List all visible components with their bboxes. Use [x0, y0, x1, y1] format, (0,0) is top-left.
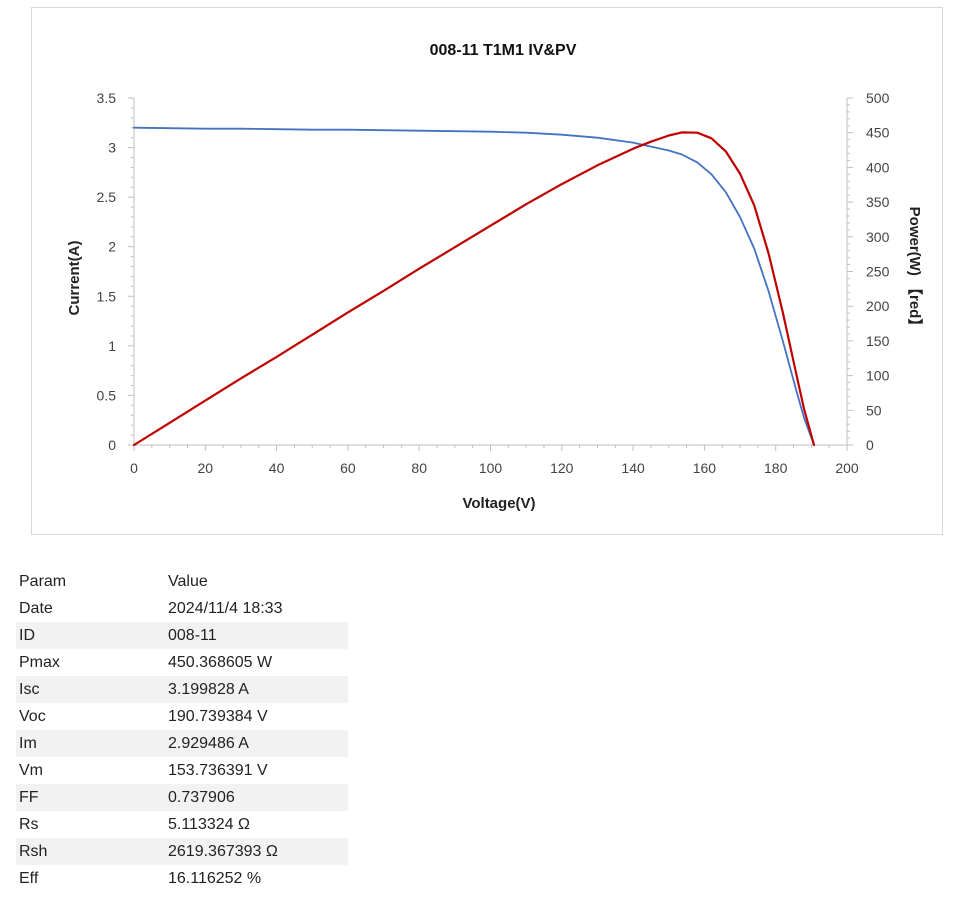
- y2-tick-label: 200: [866, 298, 890, 314]
- value-cell: 5.113324 Ω: [168, 815, 250, 833]
- value-cell: 008-11: [165, 622, 348, 649]
- value-cell: 190.739384 V: [168, 707, 268, 725]
- y-tick-label: 0.5: [97, 387, 117, 403]
- y-tick-label: 2.5: [97, 189, 117, 205]
- x-tick-label: 180: [764, 460, 788, 476]
- x-tick-label: 40: [269, 460, 285, 476]
- y2-tick-label: 0: [866, 437, 874, 453]
- x-tick-label: 120: [550, 460, 574, 476]
- power-curve: [132, 131, 816, 447]
- value-cell: 2024/11/4 18:33: [168, 599, 283, 617]
- table-row: Pmax 450.368605 W: [16, 649, 348, 676]
- x-tick-label: 80: [411, 460, 427, 476]
- x-tick-label: 200: [835, 460, 859, 476]
- param-cell: Vm: [19, 761, 43, 779]
- parameters-table: Param Value Date 2024/11/4 18:33 ID 008-11 Pma…: [16, 568, 348, 892]
- current-curve: [133, 126, 815, 446]
- value-cell: 3.199828 A: [165, 676, 348, 703]
- table-row: Isc 3.199828 A: [16, 676, 348, 703]
- y-tick-label: 3.5: [97, 90, 117, 106]
- value-cell: 0.737906: [165, 784, 348, 811]
- table-row: Im 2.929486 A: [16, 730, 348, 757]
- table-row: FF 0.737906: [16, 784, 348, 811]
- table-row: Voc 190.739384 V: [16, 703, 348, 730]
- y2-tick-label: 50: [866, 402, 882, 418]
- y-tick-label: 1.5: [97, 288, 117, 304]
- param-cell: Date: [19, 599, 53, 617]
- y2-tick-label: 400: [866, 159, 890, 175]
- value-header: Value: [168, 572, 208, 590]
- value-cell: 16.116252 %: [168, 869, 262, 887]
- y-tick-label: 0: [108, 437, 116, 453]
- param-cell: Im: [16, 730, 165, 757]
- y2-tick-label: 300: [866, 229, 890, 245]
- y2-tick-label: 450: [866, 125, 890, 141]
- iv-pv-chart: 008-11 T1M1 IV&PV 0 20 40 60 80 100 120 140 160 1…: [66, 42, 924, 512]
- param-cell: Rs: [19, 815, 39, 833]
- param-cell: Rsh: [16, 838, 165, 865]
- table-row: Vm 153.736391 V: [16, 757, 348, 784]
- y2-tick-label: 150: [866, 333, 890, 349]
- table-header-row: Param Value: [16, 568, 348, 595]
- chart-area: 008-11 T1M1 IV&PV 0 20 40 60 80 100 120 140 160 1…: [31, 7, 943, 535]
- x-axis-title: Voltage(V): [462, 495, 535, 512]
- param-cell: Voc: [19, 707, 46, 725]
- table-row: Eff 16.116252 %: [16, 865, 348, 892]
- x-tick-label: 60: [340, 460, 356, 476]
- param-cell: Eff: [19, 869, 39, 887]
- y2-axis-title: Power(W) 【red】: [906, 207, 924, 334]
- x-tick-label: 0: [130, 460, 138, 476]
- y-tick-label: 2: [108, 239, 116, 255]
- series-layer: [132, 126, 816, 447]
- y2-tick-label: 100: [866, 368, 890, 384]
- y-tick-label: 3: [108, 140, 116, 156]
- value-cell: 2.929486 A: [165, 730, 348, 757]
- table-row: Date 2024/11/4 18:33: [16, 595, 348, 622]
- y2-tick-label: 500: [866, 90, 890, 106]
- param-cell: Isc: [16, 676, 165, 703]
- param-cell: FF: [16, 784, 165, 811]
- y2-tick-label: 350: [866, 194, 890, 210]
- x-tick-label: 100: [479, 460, 503, 476]
- table-row: Rsh 2619.367393 Ω: [16, 838, 348, 865]
- table-row: ID 008-11: [16, 622, 348, 649]
- table-row: Rs 5.113324 Ω: [16, 811, 348, 838]
- axes: 0 20 40 60 80 100 120 140 160 180 200 0 0.5 1 1.5 2 2.5 3…: [97, 90, 890, 476]
- chart-title: 008-11 T1M1 IV&PV: [430, 42, 577, 59]
- value-cell: 153.736391 V: [168, 761, 268, 779]
- value-cell: 2619.367393 Ω: [165, 838, 348, 865]
- x-tick-label: 20: [198, 460, 214, 476]
- y2-tick-label: 250: [866, 264, 890, 280]
- x-tick-label: 140: [621, 460, 645, 476]
- y-tick-label: 1: [108, 338, 116, 354]
- y-axis-title: Current(A): [66, 241, 83, 316]
- value-cell: 450.368605 W: [168, 653, 273, 671]
- param-header: Param: [19, 572, 67, 590]
- x-tick-label: 160: [693, 460, 717, 476]
- param-cell: ID: [16, 622, 165, 649]
- param-cell: Pmax: [19, 653, 60, 671]
